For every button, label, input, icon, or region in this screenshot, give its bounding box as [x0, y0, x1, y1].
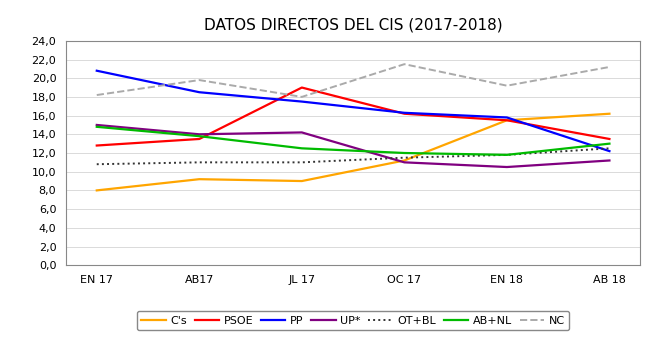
Legend: C's, PSOE, PP, UP*, OT+BL, AB+NL, NC: C's, PSOE, PP, UP*, OT+BL, AB+NL, NC: [137, 311, 569, 330]
Title: DATOS DIRECTOS DEL CIS (2017-2018): DATOS DIRECTOS DEL CIS (2017-2018): [204, 18, 502, 33]
